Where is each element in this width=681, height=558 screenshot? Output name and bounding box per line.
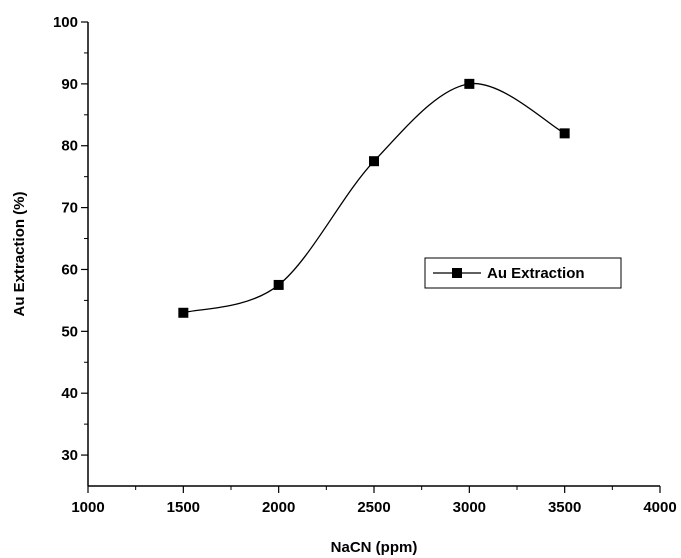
legend: Au Extraction (424, 257, 622, 289)
y-axis-title: Au Extraction (%) (11, 191, 28, 316)
y-tick-label: 50 (61, 323, 78, 340)
y-tick-label: 100 (53, 14, 78, 31)
x-tick-label: 1000 (71, 499, 104, 516)
tick-labels: 1000 1500 2000 2500 3000 3500 4000 30 40 50 60 70 80… (53, 14, 677, 516)
data-point (559, 128, 570, 139)
y-tick-label: 40 (61, 385, 78, 402)
axes (87, 22, 660, 487)
x-axis-title: NaCN (ppm) (331, 539, 418, 556)
legend-label: Au Extraction (487, 265, 585, 282)
x-tick-label: 4000 (643, 499, 676, 516)
legend-marker (452, 268, 462, 278)
ticks (81, 21, 661, 493)
series-layer (178, 78, 570, 318)
x-tick-label: 3500 (548, 499, 581, 516)
data-point (273, 279, 284, 290)
x-tick-label: 1500 (167, 499, 200, 516)
data-point (369, 156, 379, 167)
y-tick-label: 80 (61, 138, 78, 155)
data-point (464, 78, 475, 89)
y-tick-label: 70 (61, 200, 78, 217)
y-tick-label: 30 (61, 447, 78, 464)
x-tick-label: 3000 (453, 499, 486, 516)
x-tick-label: 2500 (357, 499, 390, 516)
y-tick-label: 90 (61, 76, 78, 93)
y-tick-label: 60 (61, 261, 78, 278)
x-tick-label: 2000 (262, 499, 295, 516)
data-point (178, 307, 189, 318)
